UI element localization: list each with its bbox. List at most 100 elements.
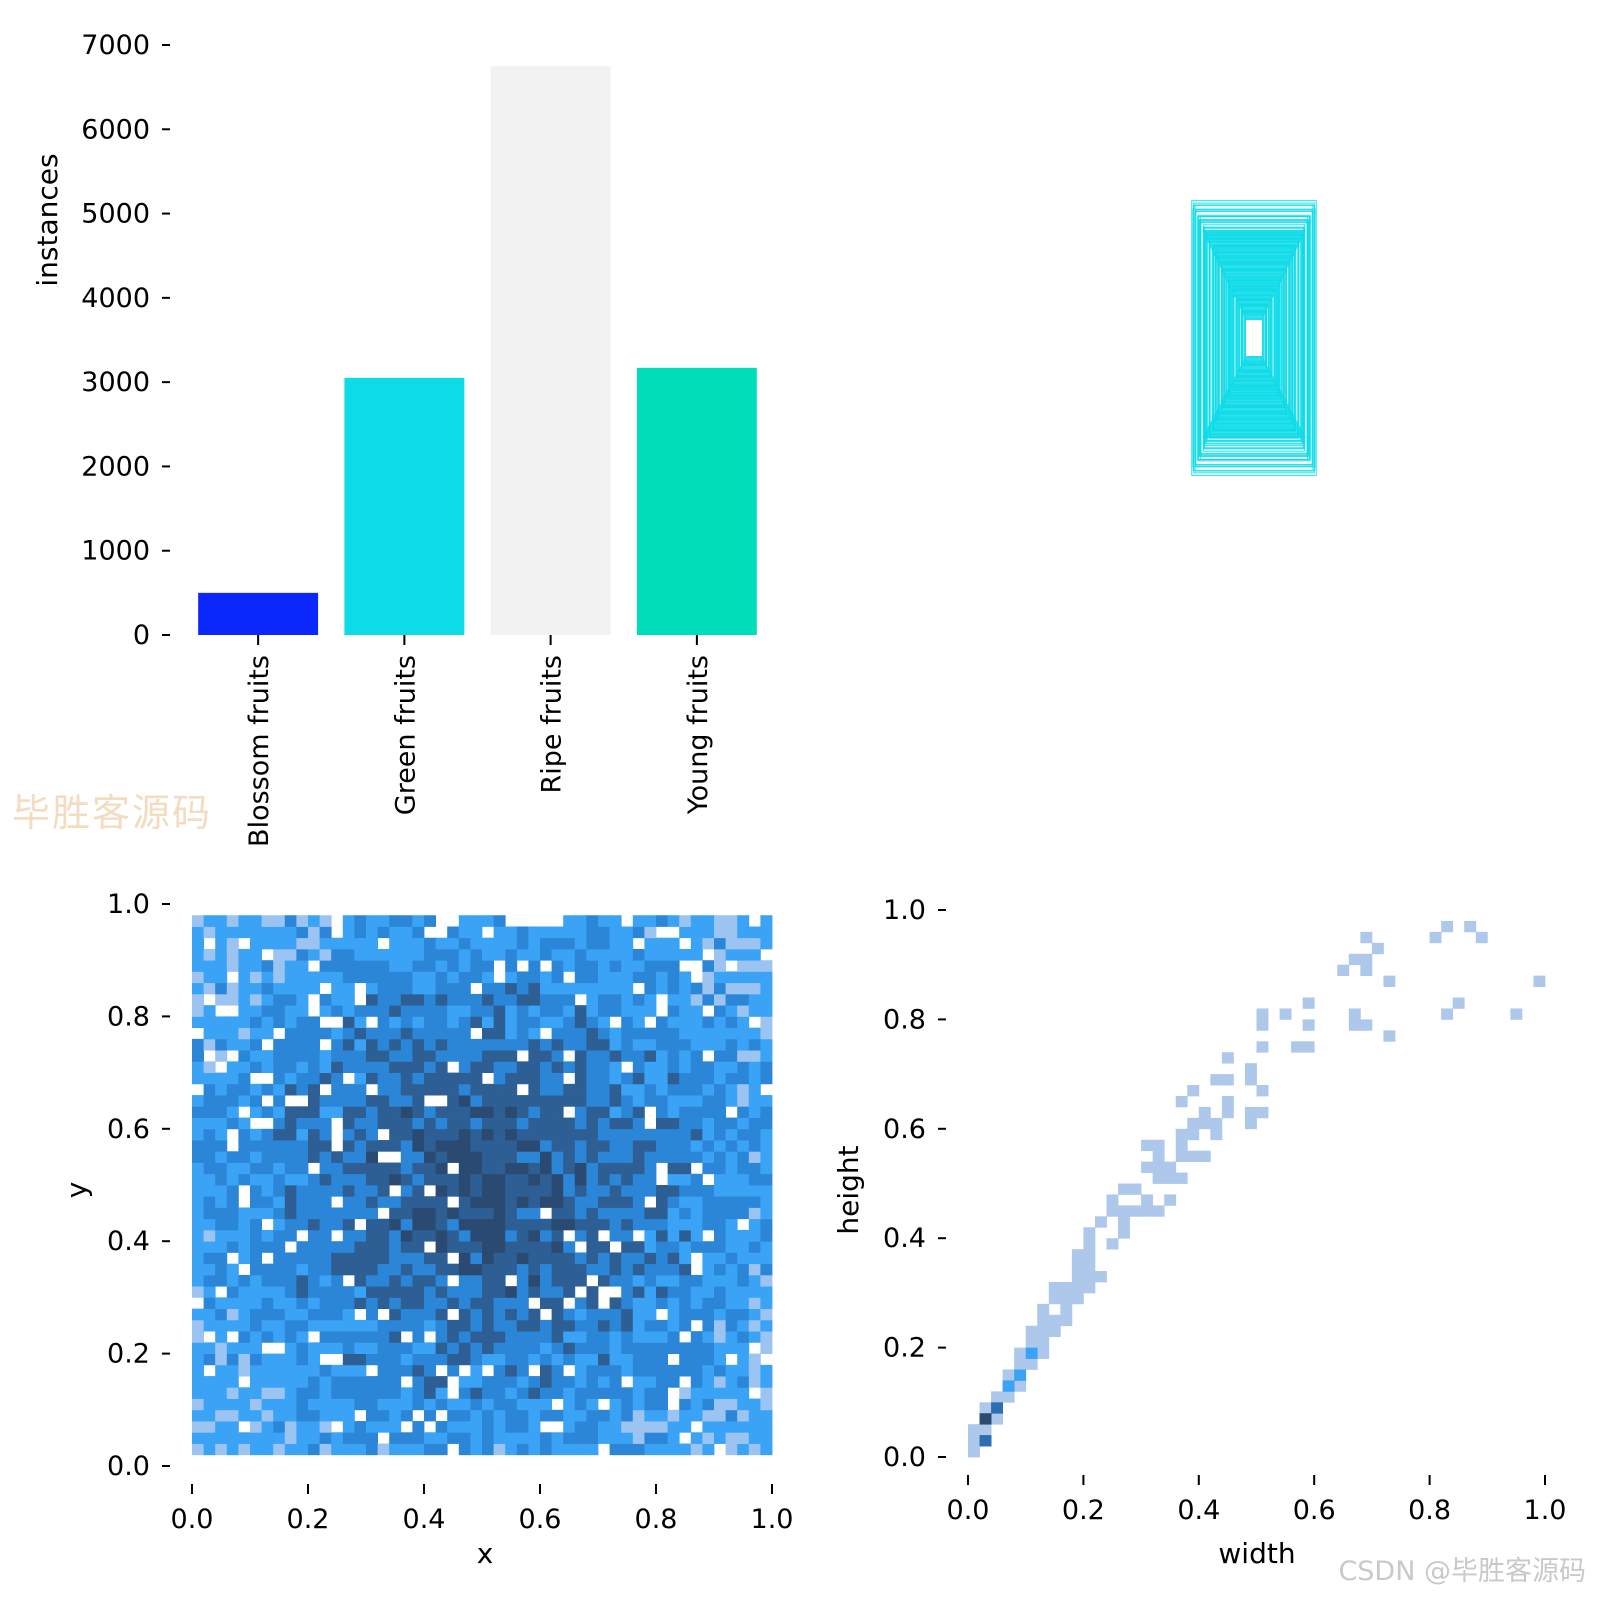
hist-cell: [598, 926, 610, 939]
hist-cell: [354, 1173, 367, 1186]
hist-cell: [342, 1263, 355, 1276]
hist-cell: [435, 1083, 448, 1096]
hist-cell: [470, 1274, 483, 1287]
hist-cell: [505, 1196, 518, 1208]
hist-cell: [435, 1387, 448, 1399]
hist-cell: [574, 1409, 587, 1422]
hist-cell: [308, 1387, 320, 1399]
hist-cell: [667, 1095, 680, 1107]
hist-cell: [760, 1376, 773, 1388]
hist-cell: [215, 1331, 228, 1343]
hist-cell: [377, 1106, 390, 1118]
hist-cell: [447, 1173, 460, 1186]
hist-cell: [435, 1443, 448, 1456]
hist-cell: [598, 1387, 610, 1399]
hist-cell: [563, 1027, 576, 1040]
hist-cell: [667, 1027, 680, 1040]
hist-cell: [226, 993, 239, 1006]
hist-cell: [458, 1218, 471, 1231]
hist-cell: [308, 1286, 320, 1298]
hist-cell: [226, 1443, 239, 1456]
hist-cell: [540, 1229, 552, 1242]
hist-cell: [261, 993, 274, 1006]
hist-cell: [377, 1185, 390, 1197]
hist-cell: [714, 1252, 726, 1265]
hist-cell: [760, 1398, 773, 1411]
hist-cell: [621, 1128, 634, 1141]
hist-cell: [215, 1083, 228, 1096]
hist-cell: [737, 1038, 750, 1051]
hist-cell: [632, 1286, 645, 1298]
hist-cell: [679, 1173, 692, 1186]
x-tick-label: 1.0: [1524, 1495, 1567, 1526]
hist-cell: [563, 1263, 576, 1276]
hist-cell: [331, 1072, 344, 1085]
hist-cell: [574, 1106, 587, 1118]
hist-cell: [644, 1364, 657, 1377]
hist-cell: [331, 1387, 344, 1399]
hist-cell: [319, 1128, 332, 1141]
hist-cell: [215, 1185, 228, 1197]
hist-cell: [308, 1218, 320, 1231]
hist-cell: [598, 1196, 610, 1208]
hist-cell: [226, 982, 239, 995]
hist-cell: [540, 1162, 552, 1175]
hist-cell: [516, 982, 529, 995]
hist-cell: [528, 1274, 541, 1287]
hist-cell: [528, 1027, 541, 1040]
hist-cell: [667, 915, 680, 927]
hist-cell: [226, 1319, 239, 1332]
hist-cell: [621, 1038, 634, 1051]
hist-cell: [366, 1128, 378, 1141]
hist-cell: [702, 1286, 715, 1298]
hist-cell: [551, 1297, 564, 1310]
hist-cell: [702, 1308, 715, 1321]
hist-cell: [737, 1117, 750, 1130]
hist-cell: [1152, 1161, 1165, 1173]
hist-cell: [690, 1308, 703, 1321]
hist-cell: [215, 1117, 228, 1130]
hist-cell: [470, 1196, 483, 1208]
hist-cell: [308, 1274, 320, 1287]
hist-cell: [586, 993, 599, 1006]
hist-cell: [354, 1151, 367, 1163]
watermark-right: CSDN @毕胜客源码: [1338, 1556, 1586, 1587]
hist-cell: [424, 1005, 436, 1017]
hist-cell: [482, 1038, 494, 1051]
hist-cell: [319, 1263, 332, 1276]
hist-cell: [760, 1252, 773, 1265]
hist-cell: [598, 1432, 610, 1444]
hist-cell: [1152, 1139, 1165, 1152]
hist-cell: [725, 1387, 738, 1399]
hist-cell: [226, 1083, 239, 1096]
hist-cell: [412, 1207, 425, 1220]
hist-cell: [574, 1398, 587, 1411]
hist-cell: [632, 1353, 645, 1366]
hist-cell: [505, 1207, 518, 1220]
hist-cell: [505, 1263, 518, 1276]
hist-cell: [424, 948, 436, 961]
hist-cell: [319, 1162, 332, 1175]
hist-cell: [737, 1027, 750, 1040]
hist-cell: [632, 1061, 645, 1073]
hist-cell: [366, 971, 378, 984]
hist-cell: [261, 1443, 274, 1456]
hist-cell: [644, 1241, 657, 1253]
hist-cell: [284, 982, 297, 995]
hist-cell: [412, 1196, 425, 1208]
hist-cell: [690, 1185, 703, 1197]
hist-cell: [609, 1263, 622, 1276]
hist-cell: [551, 1173, 564, 1186]
hist-cell: [424, 1016, 436, 1029]
hist-cell: [250, 1342, 262, 1354]
hist-cell: [470, 993, 483, 1006]
hist-cell: [458, 1308, 471, 1321]
hist-cell: [192, 1308, 204, 1321]
hist-cell: [296, 1443, 309, 1456]
hist-cell: [540, 1432, 552, 1444]
hist-cell: [505, 1398, 518, 1411]
hist-cell: [586, 937, 599, 950]
hist-cell: [482, 1196, 494, 1208]
hist-cell: [308, 1353, 320, 1366]
hist-cell: [505, 1185, 518, 1197]
